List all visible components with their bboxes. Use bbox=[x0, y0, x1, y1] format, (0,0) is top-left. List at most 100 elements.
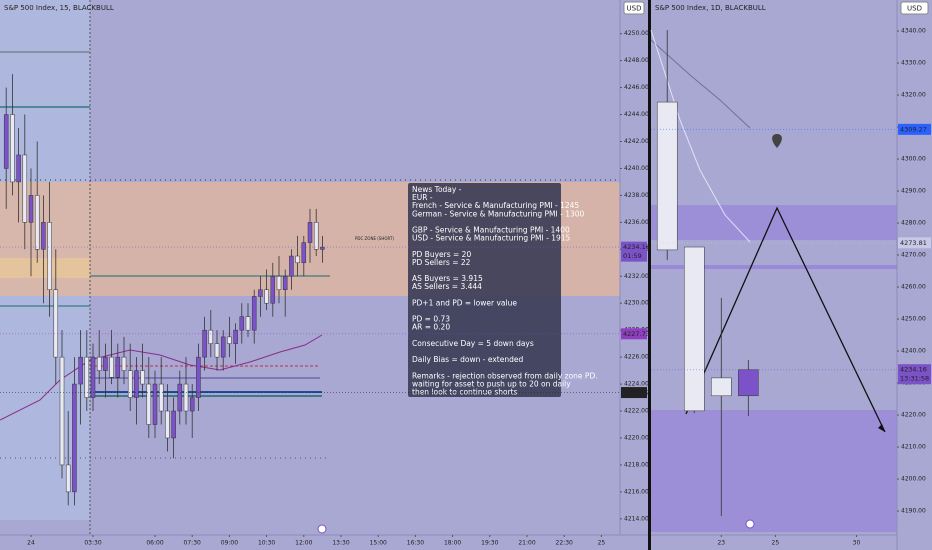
candle-body bbox=[320, 246, 325, 250]
x-tick-label: 21:00 bbox=[518, 540, 535, 547]
countdown: 13:31:58 bbox=[900, 375, 929, 383]
y-tick-label: 4222.00 bbox=[624, 408, 649, 415]
x-tick-label: 06:00 bbox=[146, 540, 163, 547]
candle-body bbox=[282, 276, 288, 290]
candle-body bbox=[656, 101, 678, 251]
candle-body bbox=[276, 276, 282, 290]
demand-zone bbox=[651, 410, 897, 532]
price-tag bbox=[621, 328, 647, 340]
y-tick-label: 4280.00 bbox=[901, 220, 926, 227]
note-line: EUR - bbox=[412, 193, 433, 202]
moving-average bbox=[0, 334, 323, 421]
note-line: then look to continue shorts bbox=[412, 388, 518, 397]
projection-arrow bbox=[685, 206, 886, 433]
y-tick-label: 4232.00 bbox=[624, 273, 649, 280]
y-tick-label: 4300.00 bbox=[901, 156, 926, 163]
y-tick-label: 4246.00 bbox=[624, 84, 649, 91]
y-tick-label: 4236.00 bbox=[624, 219, 649, 226]
y-tick-label: 4290.00 bbox=[901, 188, 926, 195]
chart-title: S&P 500 Index, 15, BLACKBULL bbox=[4, 4, 114, 12]
candle-body bbox=[72, 383, 77, 493]
candle-body bbox=[177, 383, 183, 412]
candle-body bbox=[245, 316, 251, 331]
candle-body bbox=[34, 195, 40, 250]
note-line: AS Buyers = 3.915 bbox=[412, 274, 483, 283]
candle-body bbox=[183, 383, 189, 412]
price-tag-label: 4227.73 bbox=[623, 330, 650, 338]
note-line: waiting for asset to push up to 20 on da… bbox=[412, 379, 571, 388]
candle-body bbox=[251, 296, 257, 331]
note-line: French - Service & Manufacturing PMI - 1… bbox=[412, 201, 579, 210]
y-tick-label: 4330.00 bbox=[901, 60, 926, 67]
currency-badge bbox=[623, 1, 645, 15]
note-line: Daily Bias = down - extended bbox=[412, 355, 523, 364]
y-tick-label: 4230.00 bbox=[624, 300, 649, 307]
currency-badge bbox=[900, 1, 929, 15]
y-tick-label: 4340.00 bbox=[901, 28, 926, 35]
x-tick-label: 09:00 bbox=[221, 540, 238, 547]
candle-body bbox=[289, 255, 294, 277]
y-tick-label: 4260.00 bbox=[901, 284, 926, 291]
candle-body bbox=[171, 410, 176, 439]
price-tag bbox=[898, 123, 931, 135]
y-tick-label: 4244.00 bbox=[624, 111, 649, 118]
candle-body bbox=[96, 356, 102, 371]
candle-body bbox=[3, 114, 9, 169]
note-line: AR = 0.20 bbox=[412, 323, 450, 332]
event-marker bbox=[317, 524, 327, 534]
y-tick-label: 4224.00 bbox=[624, 381, 649, 388]
price-tag bbox=[621, 241, 647, 262]
candle-body bbox=[202, 329, 207, 358]
candle-body bbox=[10, 114, 15, 183]
price-tag-label: 4234.16 bbox=[900, 366, 927, 374]
candle-body bbox=[103, 356, 108, 371]
price-tag-label: 4309.27 bbox=[900, 125, 927, 133]
moving-average bbox=[650, 29, 751, 243]
note: News Today -EUR -French - Service & Manu… bbox=[412, 185, 598, 397]
x-tick-label: 16:30 bbox=[407, 540, 424, 547]
candle-body bbox=[227, 336, 232, 344]
note-line: Consecutive Day = 5 down days bbox=[412, 339, 534, 348]
candle-body bbox=[239, 316, 245, 331]
event-marker bbox=[745, 519, 755, 529]
x-tick-label: 19:30 bbox=[481, 540, 498, 547]
price-tag bbox=[898, 364, 931, 385]
candle-body bbox=[165, 410, 170, 439]
note-line: PD = 0.73 bbox=[412, 315, 450, 324]
y-tick-label: 4320.00 bbox=[901, 92, 926, 99]
x-tick-label: 15:00 bbox=[370, 540, 387, 547]
note-line: AS Sellers = 3.444 bbox=[412, 282, 482, 291]
y-tick-label: 4250.00 bbox=[624, 30, 649, 37]
candle-body bbox=[28, 195, 34, 223]
y-tick-label: 4242.00 bbox=[624, 138, 649, 145]
currency: USD bbox=[907, 5, 922, 13]
candle-body bbox=[196, 356, 201, 398]
supply-zone bbox=[651, 205, 897, 240]
candle-body bbox=[307, 222, 313, 243]
x-tick-label: 30 bbox=[853, 540, 861, 547]
price-tag bbox=[898, 237, 931, 249]
candle-body bbox=[158, 383, 164, 412]
currency: USD bbox=[627, 5, 642, 13]
y-tick-label: 4220.00 bbox=[901, 412, 926, 419]
candle-body bbox=[684, 246, 705, 412]
candle-body bbox=[115, 356, 121, 378]
y-tick-label: 4248.00 bbox=[624, 57, 649, 64]
candle-body bbox=[152, 383, 158, 425]
candle-body bbox=[258, 289, 263, 297]
x-tick-label: 23 bbox=[717, 540, 725, 547]
price-tag bbox=[621, 387, 647, 399]
price-tag-label: 4273.81 bbox=[900, 239, 927, 247]
x-tick-label: 03:30 bbox=[84, 540, 101, 547]
note-line: News Today - bbox=[412, 185, 462, 194]
y-tick-label: 4216.00 bbox=[624, 488, 649, 495]
pin-marker bbox=[772, 134, 782, 148]
x-tick-label: 07:30 bbox=[184, 540, 201, 547]
y-tick-label: 4250.00 bbox=[901, 316, 926, 323]
candle-body bbox=[301, 242, 307, 264]
x-tick-label: 12:00 bbox=[295, 540, 312, 547]
candle-body bbox=[264, 289, 269, 304]
price-tag-label: 4234.16 bbox=[623, 243, 650, 251]
y-tick-label: 4220.00 bbox=[624, 434, 649, 441]
candle-body bbox=[127, 370, 133, 398]
